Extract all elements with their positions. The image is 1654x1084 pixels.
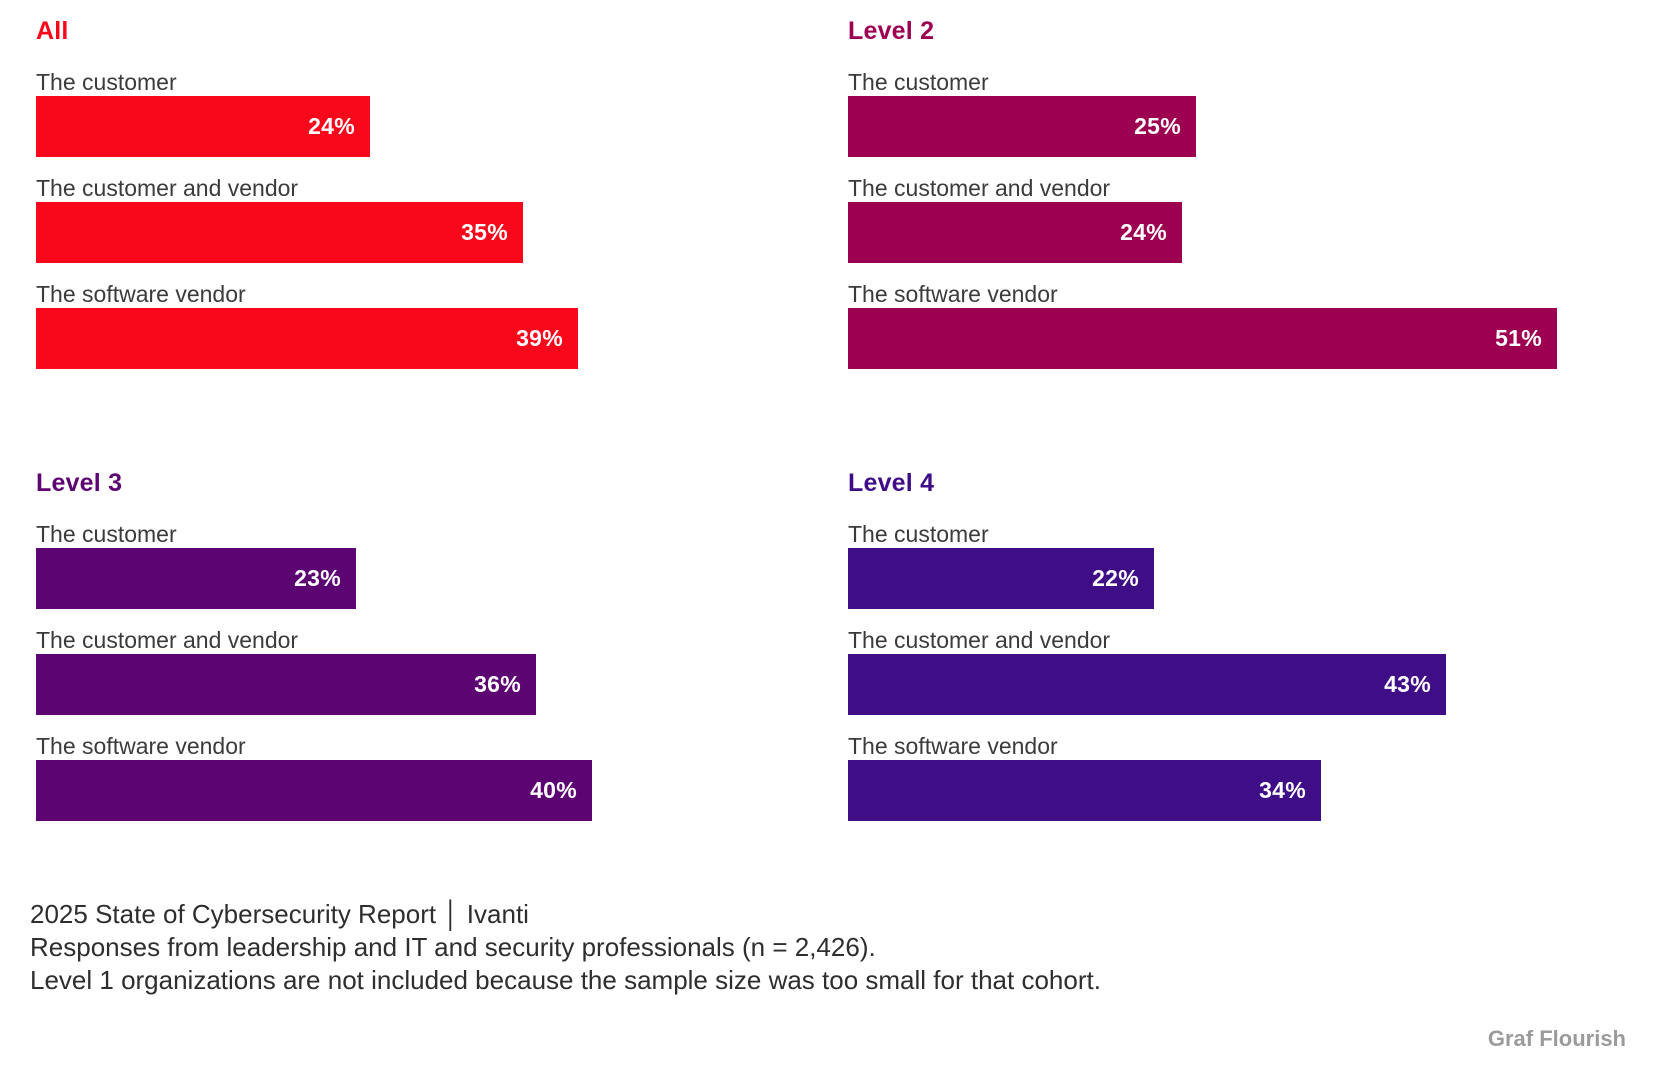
- bar-category-label: The software vendor: [848, 733, 1058, 759]
- bar-category-label: The customer and vendor: [36, 627, 299, 653]
- bar-category-label: The customer: [36, 521, 177, 547]
- bar-row: The customer 23%: [36, 520, 848, 609]
- bar-value-label: 40%: [530, 777, 577, 803]
- bar-category-label: The customer: [36, 69, 177, 95]
- bar-value-label: 43%: [1384, 671, 1431, 697]
- panel-all: All The customer 24% The customer and ve…: [36, 16, 848, 386]
- bar-row: The customer and vendor 43%: [848, 626, 1654, 715]
- footer-notes: 2025 State of Cybersecurity Report │ Iva…: [0, 898, 1654, 997]
- panel-title-level-3: Level 3: [36, 469, 123, 497]
- footer-exclusion-line: Level 1 organizations are not included b…: [30, 965, 1101, 995]
- bar-category-label: The customer and vendor: [36, 175, 299, 201]
- bar-row: The customer and vendor 35%: [36, 174, 848, 263]
- flourish-watermark-link[interactable]: Graf Flourish: [1487, 1026, 1626, 1051]
- bar-category-label: The software vendor: [36, 733, 246, 759]
- bar-category-label: The software vendor: [36, 281, 246, 307]
- panel-level-2: Level 2 The customer 25% The customer an…: [848, 16, 1654, 386]
- footer-source-line: 2025 State of Cybersecurity Report │ Iva…: [30, 899, 529, 929]
- chart-grid: All The customer 24% The customer and ve…: [36, 16, 1654, 838]
- bar-value-label: 22%: [1092, 565, 1139, 591]
- bar-level2-customer: 25%: [848, 96, 1196, 157]
- bar-level3-customer: 23%: [36, 548, 356, 609]
- bar-level2-software-vendor: 51%: [848, 308, 1557, 369]
- bar-category-label: The customer: [848, 69, 989, 95]
- panel-title-level-2: Level 2: [848, 17, 935, 45]
- bar-row: The customer and vendor 36%: [36, 626, 848, 715]
- panel-title-level-4: Level 4: [848, 469, 935, 497]
- bar-row: The customer and vendor 24%: [848, 174, 1654, 263]
- panel-level-4: Level 4 The customer 22% The customer an…: [848, 468, 1654, 838]
- bar-level4-software-vendor: 34%: [848, 760, 1321, 821]
- bar-level3-customer-and-vendor: 36%: [36, 654, 536, 715]
- bar-all-software-vendor: 39%: [36, 308, 578, 369]
- bar-category-label: The customer and vendor: [848, 627, 1111, 653]
- bar-value-label: 24%: [308, 113, 355, 139]
- bar-value-label: 23%: [294, 565, 341, 591]
- bar-value-label: 34%: [1259, 777, 1306, 803]
- bar-value-label: 35%: [461, 219, 508, 245]
- bar-row: The software vendor 51%: [848, 280, 1654, 369]
- panel-level-3: Level 3 The customer 23% The customer an…: [36, 468, 848, 838]
- bar-category-label: The software vendor: [848, 281, 1058, 307]
- bar-row: The customer 25%: [848, 68, 1654, 157]
- bar-all-customer: 24%: [36, 96, 370, 157]
- footer-sample-line: Responses from leadership and IT and sec…: [30, 932, 876, 962]
- bar-value-label: 39%: [516, 325, 563, 351]
- bar-all-customer-and-vendor: 35%: [36, 202, 523, 263]
- bar-row: The software vendor 40%: [36, 732, 848, 821]
- bar-category-label: The customer: [848, 521, 989, 547]
- bar-level4-customer: 22%: [848, 548, 1154, 609]
- bar-level3-software-vendor: 40%: [36, 760, 592, 821]
- bar-row: The customer 22%: [848, 520, 1654, 609]
- bar-row: The software vendor 39%: [36, 280, 848, 369]
- bar-row: The software vendor 34%: [848, 732, 1654, 821]
- bar-value-label: 25%: [1134, 113, 1181, 139]
- bar-level4-customer-and-vendor: 43%: [848, 654, 1446, 715]
- panel-title-all: All: [36, 17, 69, 45]
- bar-category-label: The customer and vendor: [848, 175, 1111, 201]
- bar-value-label: 36%: [474, 671, 521, 697]
- bar-value-label: 51%: [1495, 325, 1542, 351]
- bar-value-label: 24%: [1120, 219, 1167, 245]
- bar-row: The customer 24%: [36, 68, 848, 157]
- bar-level2-customer-and-vendor: 24%: [848, 202, 1182, 263]
